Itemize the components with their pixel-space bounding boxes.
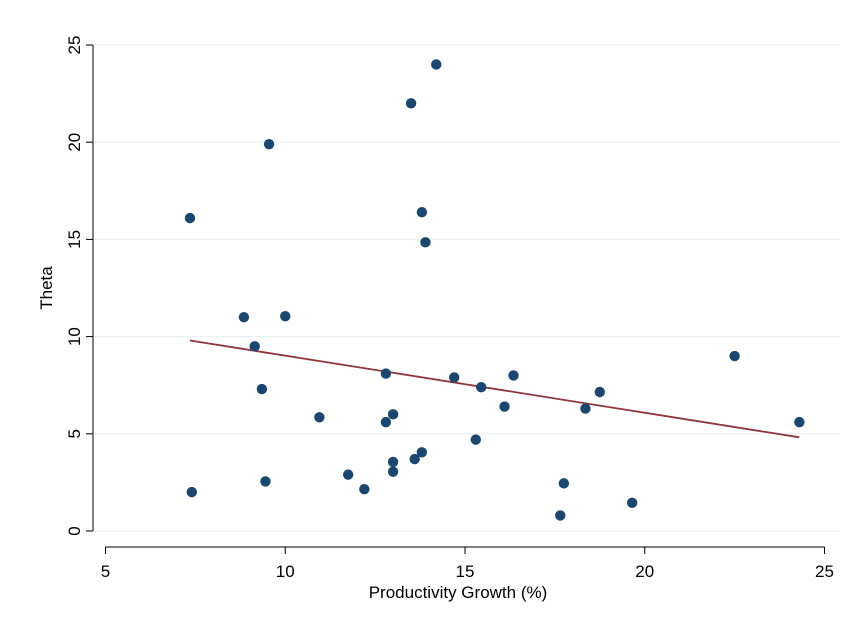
data-point xyxy=(314,412,325,423)
data-point xyxy=(420,237,431,248)
data-point xyxy=(555,510,566,521)
data-point xyxy=(387,456,399,468)
data-point xyxy=(470,434,481,445)
y-tick-label: 5 xyxy=(65,429,84,438)
data-point xyxy=(499,401,510,412)
tick-marks-and-labels: 0 5 10 15 20 25 5 10 15 20 25 xyxy=(65,36,834,581)
y-tick-label: 0 xyxy=(65,526,84,535)
data-point xyxy=(508,370,519,381)
x-axis-title: Productivity Growth (%) xyxy=(369,583,548,602)
x-tick-label: 5 xyxy=(101,562,110,581)
data-points xyxy=(184,59,805,521)
x-tick-label: 10 xyxy=(276,562,295,581)
data-point xyxy=(405,98,417,109)
x-tick-label: 15 xyxy=(456,562,475,581)
data-point xyxy=(558,478,570,489)
data-point xyxy=(794,416,805,428)
data-point xyxy=(431,59,442,70)
y-tick-label: 10 xyxy=(65,327,84,346)
data-point xyxy=(580,403,591,414)
data-point xyxy=(184,212,196,224)
data-point xyxy=(475,381,487,393)
data-point xyxy=(342,469,354,480)
data-point xyxy=(260,476,271,487)
y-tick-label: 15 xyxy=(65,230,84,249)
data-point xyxy=(626,497,638,509)
data-point xyxy=(380,416,392,428)
x-tick-label: 25 xyxy=(815,562,834,581)
data-point xyxy=(449,372,460,383)
data-point xyxy=(256,383,268,395)
y-axis-title: Theta xyxy=(37,266,56,310)
fitted-line xyxy=(189,339,800,439)
data-point xyxy=(594,386,606,398)
data-point xyxy=(387,466,399,477)
axes xyxy=(92,45,825,548)
gridlines xyxy=(94,44,841,532)
data-point xyxy=(416,447,428,458)
data-point xyxy=(387,409,399,420)
y-tick-label: 20 xyxy=(65,133,84,152)
data-point xyxy=(238,311,250,323)
data-point xyxy=(263,138,275,150)
data-point xyxy=(359,484,370,495)
data-point xyxy=(729,350,740,362)
y-tick-label: 25 xyxy=(65,36,84,55)
data-point xyxy=(416,206,428,218)
data-point xyxy=(409,453,420,465)
x-tick-label: 20 xyxy=(635,562,654,581)
data-point xyxy=(249,341,260,352)
data-point xyxy=(380,368,392,379)
data-point xyxy=(186,486,197,498)
fitted-line-layer xyxy=(189,339,800,439)
data-point xyxy=(280,310,291,322)
